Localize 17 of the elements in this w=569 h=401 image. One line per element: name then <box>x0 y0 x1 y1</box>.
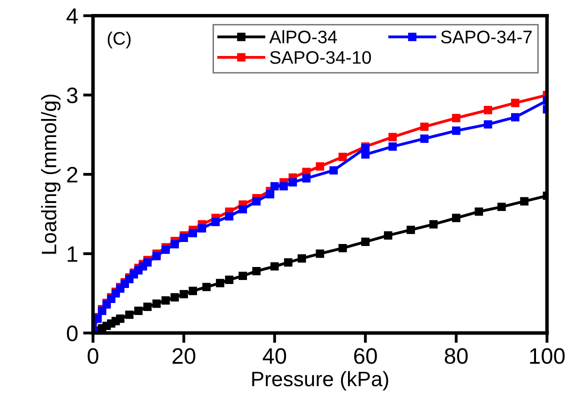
x-tick-label: 20 <box>172 348 196 364</box>
x-tick-label: 0 <box>88 348 98 364</box>
x-tick-label: 40 <box>262 348 286 364</box>
y-tick-label: 0 <box>66 326 78 342</box>
y-tick-label: 1 <box>68 246 78 262</box>
legend-label: SAPO-34-10 <box>270 51 371 64</box>
x-axis-title: Pressure (kPa) <box>252 371 388 390</box>
y-tick-label: 3 <box>66 88 78 104</box>
y-tick-label: 2 <box>67 166 78 182</box>
y-axis-title: Loading (mmol/g) <box>41 94 61 254</box>
x-tick-label: 60 <box>354 348 377 364</box>
legend-label: AlPO-34 <box>269 30 337 44</box>
legend-label: SAPO-34-7 <box>441 30 532 44</box>
x-tick-label: 80 <box>444 348 468 364</box>
y-tick-label: 4 <box>66 8 78 24</box>
x-tick-label: 100 <box>530 348 565 364</box>
annotation: (C) <box>108 32 131 48</box>
